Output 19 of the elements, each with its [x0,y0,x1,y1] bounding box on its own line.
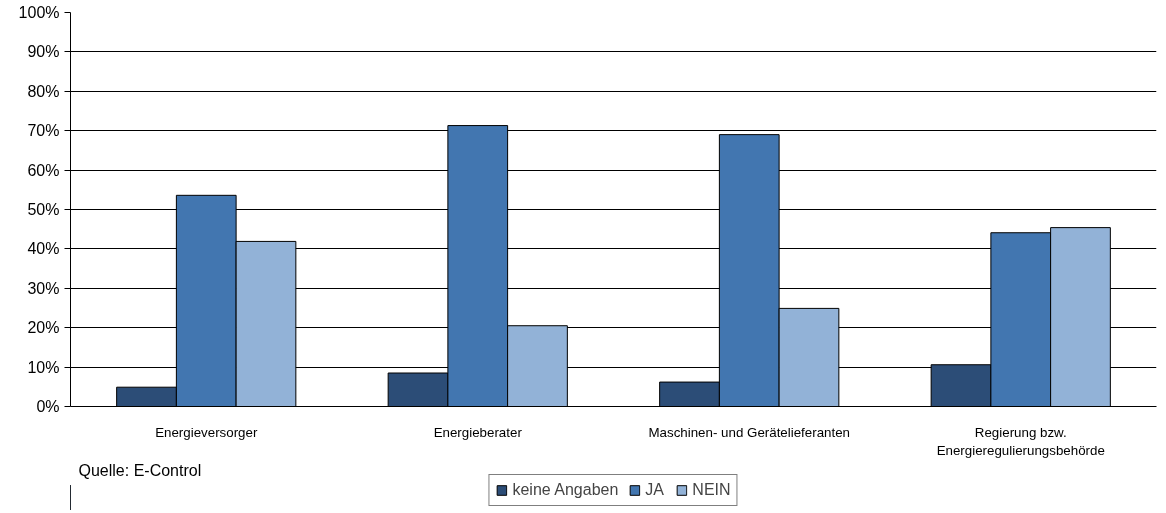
x-tick-label: Regierung bzw. Energieregulierungsbehörde [936,424,1105,458]
x-tick-label: Energieversorger [155,424,258,440]
source-note: Quelle: E-Control [78,461,202,479]
y-tick-label: 10% [27,358,60,376]
y-tick-label: 70% [27,122,60,140]
legend-label: keine Angaben [512,481,619,499]
y-tick-label: 20% [27,319,60,337]
y-tick-label: 80% [27,82,60,100]
y-tick-label: 30% [27,279,60,297]
y-tick-label: 40% [27,240,60,258]
y-tick-label: 0% [36,398,60,415]
x-tick-label: Maschinen- und Gerätelieferanten [648,424,851,440]
y-tick-label: 100% [18,4,60,21]
y-tick-label: 60% [27,161,60,179]
x-tick-label: Energieberater [433,424,523,440]
legend-label: NEIN [692,481,731,499]
legend-label: JA [645,481,665,499]
y-tick-label: 90% [27,43,60,61]
y-tick-label: 50% [27,201,60,218]
